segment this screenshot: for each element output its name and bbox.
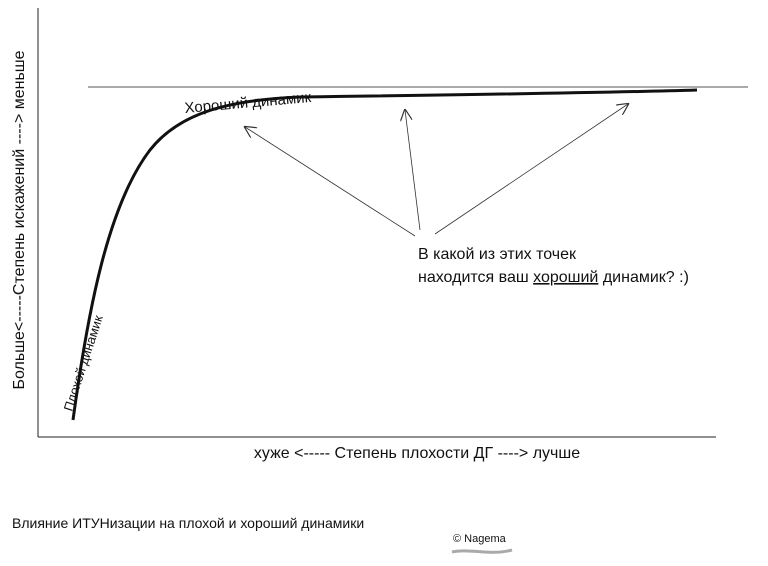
- y-axis-label: Больше<-----Степень искажений ----> мень…: [11, 50, 28, 389]
- arrow: [405, 110, 421, 231]
- good-label: Хороший динамик: [184, 89, 312, 117]
- question-line: находится ваш хороший динамик? :): [418, 269, 689, 286]
- question-line: В какой из этих точек: [418, 246, 577, 263]
- question-emphasis: хороший: [533, 269, 598, 286]
- logo-scribble: [451, 548, 513, 554]
- caption: Влияние ИТУНизации на плохой и хороший д…: [12, 515, 364, 531]
- arrow: [245, 127, 416, 237]
- curve: [71, 88, 698, 421]
- question-text: находится ваш: [418, 269, 529, 286]
- x-axis-label: хуже <----- Степень плохости ДГ ----> лу…: [254, 445, 580, 462]
- question-text: динамик? :): [603, 269, 689, 286]
- arrow: [434, 104, 628, 235]
- credit: © Nagema: [453, 533, 507, 545]
- bad-label: Плохой динамик: [61, 313, 106, 413]
